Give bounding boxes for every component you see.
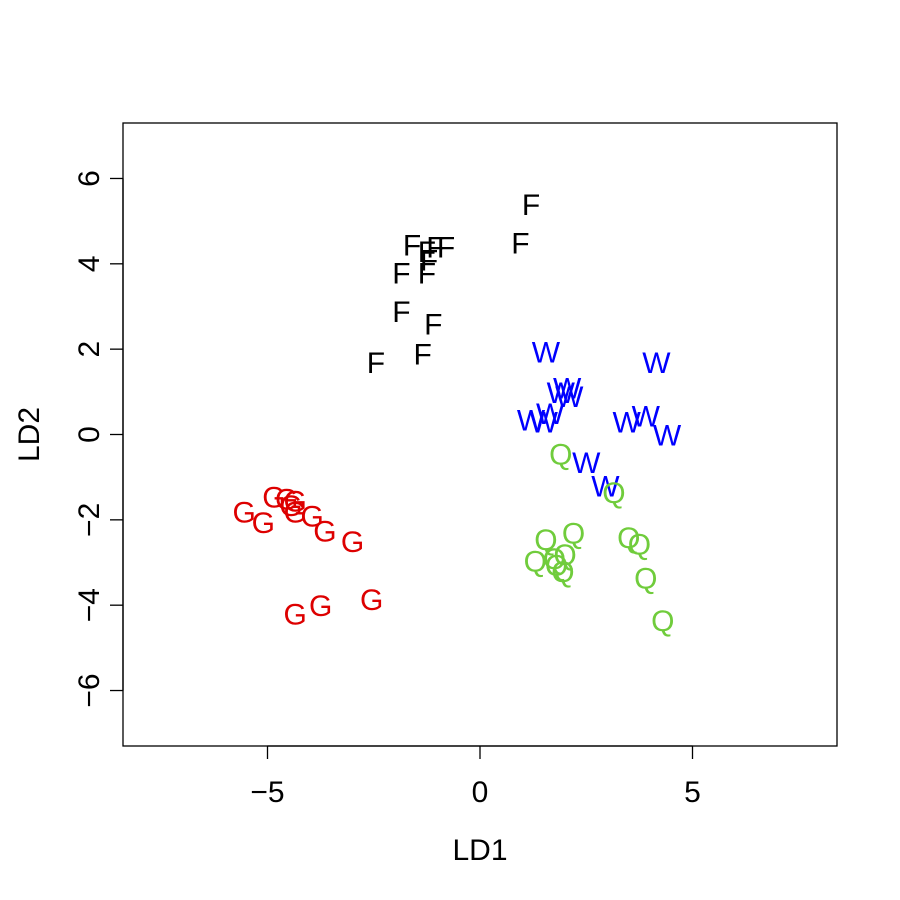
data-point-g: G — [341, 526, 364, 559]
y-tick-label: 2 — [73, 341, 106, 358]
y-tick-label: −6 — [73, 673, 106, 707]
data-point-g: G — [279, 490, 302, 523]
x-axis: −5 0 5 — [250, 745, 701, 809]
data-point-w: W — [612, 407, 641, 440]
data-point-f: F — [522, 189, 540, 222]
y-tick-label: 0 — [73, 426, 106, 443]
data-point-f: F — [424, 309, 442, 342]
data-point-g: G — [232, 496, 255, 529]
data-point-f: F — [511, 227, 529, 260]
data-point-q: Q — [617, 522, 640, 555]
data-point-w: W — [653, 420, 682, 453]
data-point-w: W — [536, 398, 565, 431]
data-point-q: Q — [602, 477, 625, 510]
y-tick-label: −4 — [73, 588, 106, 622]
data-point-g: G — [313, 516, 336, 549]
x-tick-label: 0 — [472, 776, 489, 809]
data-point-w: W — [642, 347, 671, 380]
data-point-g: G — [283, 496, 306, 529]
data-point-q: Q — [543, 543, 566, 576]
data-point-f: F — [426, 232, 444, 265]
data-point-f: F — [437, 232, 455, 265]
data-point-f: F — [413, 338, 431, 371]
data-point-w: W — [553, 373, 582, 406]
data-point-q: Q — [651, 605, 674, 638]
y-axis-label: LD2 — [13, 407, 46, 462]
data-point-w: W — [555, 381, 584, 414]
data-point-f: F — [403, 230, 421, 263]
data-point-g: G — [360, 584, 383, 617]
data-point-f: F — [418, 236, 436, 269]
data-point-f: F — [367, 347, 385, 380]
data-point-g: G — [309, 590, 332, 623]
data-point-f: F — [392, 257, 410, 290]
x-axis-label: LD1 — [452, 834, 507, 867]
x-tick-label: −5 — [250, 776, 284, 809]
data-point-g: G — [252, 507, 275, 540]
data-point-g: G — [275, 484, 298, 517]
data-point-w: W — [517, 405, 546, 438]
data-point-q: Q — [545, 550, 568, 583]
data-point-q: Q — [562, 518, 585, 551]
data-point-g: G — [300, 501, 323, 534]
data-point-w: W — [591, 471, 620, 504]
data-point-q: Q — [534, 524, 557, 557]
data-point-w: W — [572, 447, 601, 480]
data-point-w: W — [530, 407, 559, 440]
data-point-g: G — [262, 481, 285, 514]
data-point-f: F — [420, 245, 438, 278]
data-point-f: F — [392, 296, 410, 329]
y-tick-label: 6 — [73, 170, 106, 187]
y-axis: −6 −4 −2 0 2 4 6 — [73, 170, 124, 708]
data-point-w: W — [532, 336, 561, 369]
y-tick-label: −2 — [73, 503, 106, 537]
data-point-g: G — [283, 486, 306, 519]
data-point-w: W — [547, 377, 576, 410]
data-point-g: G — [283, 599, 306, 632]
x-tick-label: 5 — [684, 776, 701, 809]
data-point-q: Q — [549, 439, 572, 472]
y-tick-label: 4 — [73, 255, 106, 272]
data-point-q: Q — [524, 545, 547, 578]
data-point-f: F — [418, 257, 436, 290]
data-point-q: Q — [628, 528, 651, 561]
plot-frame — [122, 122, 838, 747]
data-point-q: Q — [553, 539, 576, 572]
data-point-q: Q — [634, 562, 657, 595]
data-point-q: Q — [551, 556, 574, 589]
data-point-w: W — [632, 400, 661, 433]
